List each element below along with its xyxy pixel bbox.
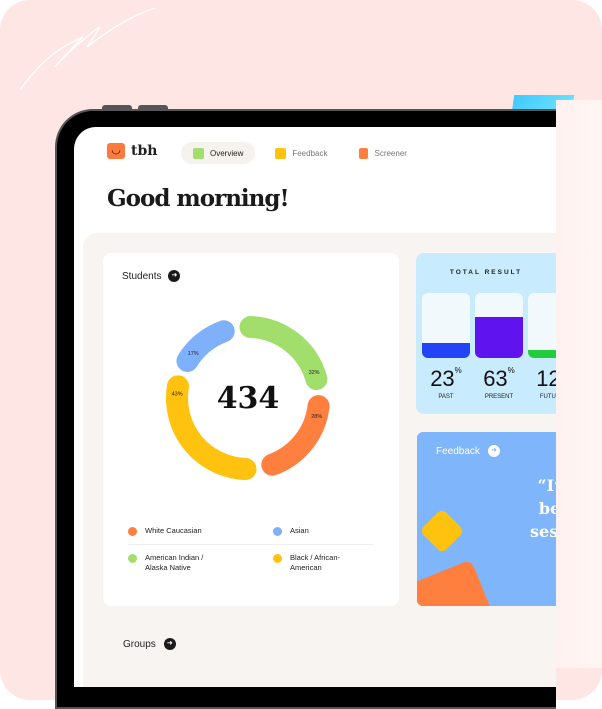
legend: White Caucasian Asian American Indian / … [128, 518, 373, 581]
smiley-icon: ◡ [107, 143, 125, 159]
result-label: PRESENT [484, 394, 514, 400]
shape-decoration [417, 559, 498, 606]
slice-label: 32% [309, 370, 320, 376]
result-bar [475, 293, 523, 358]
tab-label: Feedback [292, 148, 328, 158]
diamond-decoration [419, 508, 465, 554]
groups-header[interactable]: Groups ➜ [123, 638, 176, 650]
result-item: 23% PAST [422, 293, 470, 400]
logo-text: tbh [131, 143, 158, 159]
result-label: FUTURE [539, 394, 556, 400]
students-card: Students ➜ 32% 28% 43% 17% 434 White Caucasia… [103, 253, 399, 606]
feedback-quote: “I’mbettsessio [530, 476, 556, 541]
result-item: 12% FUTURE [528, 293, 556, 400]
arrow-right-icon[interactable]: ➜ [168, 270, 181, 282]
result-bar-fill [422, 343, 470, 358]
legend-dot [128, 527, 137, 536]
tab-feedback[interactable]: Feedback [263, 142, 339, 164]
result-bar-fill [475, 317, 523, 358]
document-icon [359, 147, 369, 159]
chat-icon [275, 147, 287, 159]
result-bars: 23% PAST 63% PRESENT 12% FUTURE [422, 293, 556, 400]
slice-label: 43% [172, 392, 183, 398]
scribble-decoration [19, 7, 156, 91]
app-screen: ◡ tbh Overview Feedback Screener Good mo… [74, 127, 556, 687]
total-result-title: TOTAL RESULT [449, 269, 523, 276]
result-bar [528, 293, 556, 358]
legend-label: Black / African-American [290, 553, 341, 572]
tab-label: Overview [210, 148, 244, 158]
tab-label: Screener [374, 148, 407, 158]
groups-title: Groups [123, 638, 156, 650]
content-area: Students ➜ 32% 28% 43% 17% 434 White Caucasia… [83, 233, 556, 687]
background-edge [556, 100, 602, 668]
result-label: PAST [438, 394, 454, 400]
logo[interactable]: ◡ tbh [107, 143, 157, 159]
students-title: Students [122, 270, 162, 282]
total-result-card: TOTAL RESULT 23% PAST 63% PRESENT 12% FU… [416, 253, 556, 414]
slice-label: 28% [311, 414, 322, 420]
result-value: 63% [483, 366, 515, 391]
feedback-title: Feedback [436, 445, 480, 457]
legend-label: White Caucasian [145, 526, 202, 535]
arrow-right-icon[interactable]: ➜ [163, 638, 176, 650]
legend-item: American Indian / Alaska Native [128, 553, 273, 573]
donut-slice [166, 375, 257, 480]
legend-item: Asian [273, 526, 373, 536]
legend-label: Asian [290, 526, 309, 535]
tab-overview[interactable]: Overview [181, 142, 256, 164]
result-value: 12% [536, 366, 556, 391]
arrow-right-icon[interactable]: ➜ [487, 445, 500, 457]
donut-slice [261, 395, 330, 476]
legend-dot [273, 527, 282, 536]
donut-slice [239, 316, 328, 391]
result-value: 23% [430, 366, 462, 391]
result-bar-fill [528, 350, 556, 358]
grid-icon [193, 147, 204, 159]
donut-slice [176, 320, 235, 372]
legend-item: White Caucasian [128, 526, 273, 536]
feedback-card[interactable]: Feedback ➜ “I’mbettsessio [417, 432, 556, 606]
total-students: 434 [217, 381, 280, 416]
nav: Overview Feedback Screener [181, 142, 419, 164]
students-header[interactable]: Students ➜ [122, 270, 181, 282]
students-donut-chart: 32% 28% 43% 17% 434 [166, 316, 330, 480]
legend-item: Black / African-American [273, 553, 373, 573]
slice-label: 17% [188, 351, 199, 357]
legend-label: American Indian / Alaska Native [145, 553, 204, 572]
result-bar [422, 293, 470, 358]
page-title: Good morning! [107, 185, 290, 212]
legend-dot [273, 554, 282, 563]
tab-screener[interactable]: Screener [347, 142, 418, 164]
legend-dot [128, 554, 137, 563]
result-item: 63% PRESENT [475, 293, 523, 400]
